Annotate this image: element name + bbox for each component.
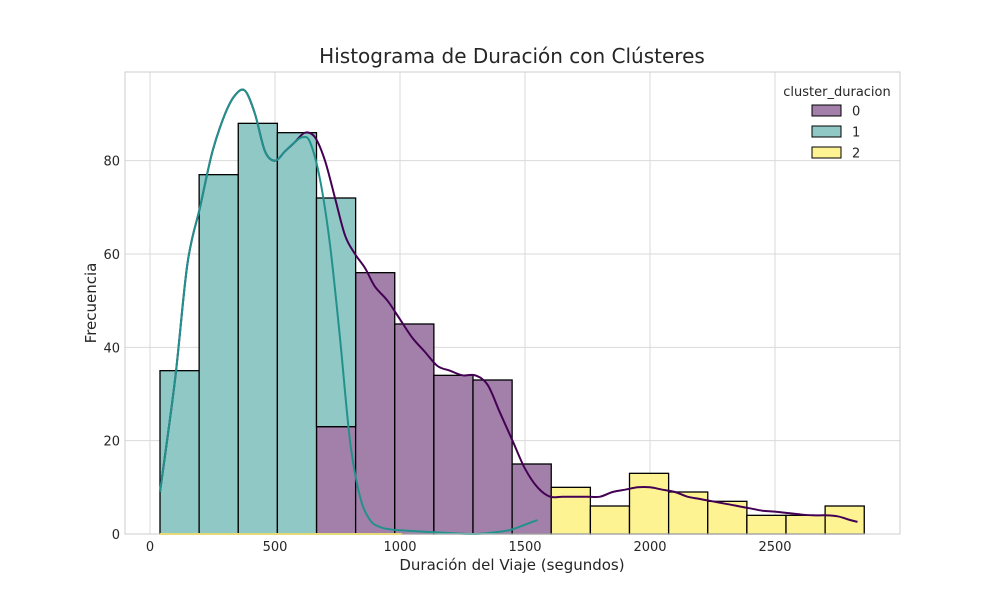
legend-label-0: 0 [852,105,860,120]
bar-cluster-1 [237,122,279,535]
legend: cluster_duracion 0 1 2 [783,85,890,162]
legend-label-2: 2 [852,147,860,162]
chart-title: Histograma de Duración con Clústeres [319,44,705,68]
bar-cluster-2 [746,514,787,535]
histogram-bars [159,122,865,535]
bar-cluster-1 [315,197,357,428]
bar-cluster-0 [433,374,474,535]
legend-swatch-2 [811,146,842,159]
bar-cluster-0 [354,272,396,535]
x-tick-label: 500 [263,540,288,555]
legend-title: cluster_duracion [783,85,890,100]
bar-cluster-0 [315,426,357,535]
bar-cluster-0 [394,323,435,535]
bar-cluster-2 [824,505,865,535]
y-tick-label: 60 [103,248,120,263]
legend-items: 0 1 2 [811,104,860,162]
bar-cluster-0 [472,379,513,535]
x-tick-label: 2500 [758,540,791,555]
y-tick-label: 0 [112,528,120,543]
legend-swatch-0 [811,104,842,117]
kde-curve-cluster-1 [159,88,538,536]
bar-cluster-1 [276,132,318,535]
y-axis-label: Frecuencia [82,263,100,344]
x-tick-label: 1500 [508,540,541,555]
legend-swatch-1 [811,125,842,138]
x-tick-labels: 0 500 1000 1500 2000 2500 [146,540,792,555]
legend-label-1: 1 [852,126,860,141]
bar-cluster-2 [550,486,592,535]
bar-cluster-2 [628,472,670,535]
y-tick-label: 80 [103,155,120,170]
x-tick-label: 0 [146,540,154,555]
bar-cluster-2 [667,491,709,535]
plot-frame [124,71,901,535]
bar-cluster-2 [589,505,631,535]
x-axis-label: Duración del Viaje (segundos) [399,556,624,574]
x-tick-label: 2000 [633,540,666,555]
x-tick-label: 1000 [383,540,416,555]
bar-cluster-0 [511,463,552,535]
y-tick-label: 40 [103,341,120,356]
bar-cluster-1 [198,174,239,535]
y-tick-labels: 0 20 40 60 80 [103,155,120,543]
y-tick-label: 20 [103,435,120,450]
bar-cluster-2 [785,514,826,535]
